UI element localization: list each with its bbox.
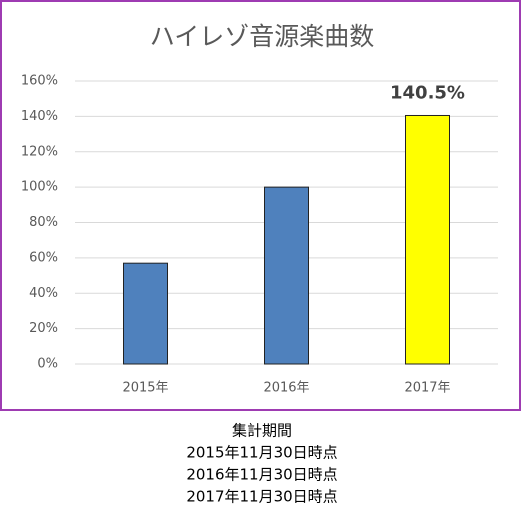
bar xyxy=(264,186,309,365)
x-tick-label: 2015年 xyxy=(122,381,168,396)
chart-title: ハイレゾ音源楽曲数 xyxy=(150,22,375,51)
y-tick-label: 100% xyxy=(21,180,58,195)
y-tick-label: 60% xyxy=(29,250,58,265)
y-tick-label: 0% xyxy=(37,357,58,372)
y-tick-label: 120% xyxy=(21,144,58,159)
footnote-line: 2017年11月30日時点 xyxy=(186,488,337,506)
y-tick-label: 140% xyxy=(21,109,58,124)
bar xyxy=(123,262,168,365)
footnote-line: 2015年11月30日時点 xyxy=(186,444,337,462)
footnote-line: 集計期間 xyxy=(232,422,292,440)
y-tick-label: 160% xyxy=(21,74,58,89)
y-tick-label: 80% xyxy=(29,215,58,230)
x-tick-label: 2017年 xyxy=(404,381,450,396)
x-tick-label: 2016年 xyxy=(263,381,309,396)
footnote-line: 2016年11月30日時点 xyxy=(186,466,337,484)
y-tick-label: 20% xyxy=(29,321,58,336)
value-label: 140.5% xyxy=(390,82,465,103)
bar xyxy=(405,114,450,365)
y-tick-label: 40% xyxy=(29,286,58,301)
